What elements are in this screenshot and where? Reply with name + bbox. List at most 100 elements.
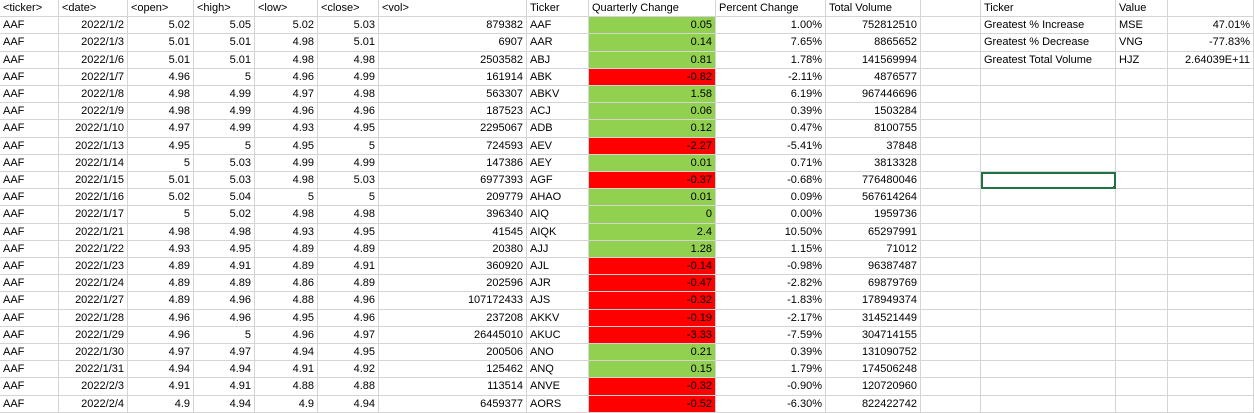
- empty-cell[interactable]: [981, 223, 1116, 241]
- data-cell[interactable]: 2022/1/7: [59, 68, 128, 86]
- data-cell[interactable]: 5.03: [194, 172, 255, 190]
- data-cell[interactable]: 2022/1/3: [59, 34, 128, 52]
- ticker-cell[interactable]: AAF: [0, 378, 59, 396]
- empty-cell[interactable]: [1168, 137, 1254, 155]
- empty-cell[interactable]: [921, 309, 981, 327]
- ticker-cell[interactable]: AAF: [0, 120, 59, 138]
- data-cell[interactable]: 4.97: [128, 344, 194, 362]
- data-cell[interactable]: 360920: [379, 258, 527, 276]
- quarterly-change-cell[interactable]: -0.14: [589, 258, 716, 276]
- percent-change-cell[interactable]: -0.98%: [716, 258, 826, 276]
- data-cell[interactable]: 2022/1/23: [59, 258, 128, 276]
- ticker-cell[interactable]: AAF: [0, 206, 59, 224]
- ticker-cell[interactable]: AAF: [0, 395, 59, 413]
- header-cell[interactable]: Total Volume: [826, 0, 921, 18]
- empty-cell[interactable]: [1116, 154, 1168, 172]
- summary-ticker-cell[interactable]: AJR: [527, 275, 589, 293]
- quarterly-change-cell[interactable]: -0.32: [589, 292, 716, 310]
- ticker-cell[interactable]: AAF: [0, 326, 59, 344]
- data-cell[interactable]: 4.98: [194, 223, 255, 241]
- empty-cell[interactable]: [921, 292, 981, 310]
- data-cell[interactable]: 4.89: [128, 258, 194, 276]
- data-cell[interactable]: 4.98: [128, 223, 194, 241]
- data-cell[interactable]: 4.89: [128, 275, 194, 293]
- empty-cell[interactable]: [921, 137, 981, 155]
- empty-cell[interactable]: [921, 120, 981, 138]
- data-cell[interactable]: 2022/1/30: [59, 344, 128, 362]
- data-cell[interactable]: 4.91: [318, 258, 379, 276]
- total-volume-cell[interactable]: 776480046: [826, 172, 921, 190]
- data-cell[interactable]: 4.96: [128, 309, 194, 327]
- data-cell[interactable]: 5.01: [318, 34, 379, 52]
- quarterly-change-cell[interactable]: 1.28: [589, 240, 716, 258]
- data-cell[interactable]: 2022/1/27: [59, 292, 128, 310]
- percent-change-cell[interactable]: -0.68%: [716, 172, 826, 190]
- percent-change-cell[interactable]: 1.15%: [716, 240, 826, 258]
- ticker-cell[interactable]: AAF: [0, 258, 59, 276]
- data-cell[interactable]: 2022/1/16: [59, 189, 128, 207]
- total-volume-cell[interactable]: 314521449: [826, 309, 921, 327]
- empty-cell[interactable]: [981, 395, 1116, 413]
- percent-change-cell[interactable]: -0.90%: [716, 378, 826, 396]
- empty-cell[interactable]: [1168, 395, 1254, 413]
- empty-cell[interactable]: [921, 275, 981, 293]
- empty-cell[interactable]: [1168, 240, 1254, 258]
- data-cell[interactable]: 4.94: [194, 361, 255, 379]
- ticker-cell[interactable]: AAF: [0, 309, 59, 327]
- data-cell[interactable]: 147386: [379, 154, 527, 172]
- percent-change-cell[interactable]: -7.59%: [716, 326, 826, 344]
- quarterly-change-cell[interactable]: -3.33: [589, 326, 716, 344]
- data-cell[interactable]: 2022/1/6: [59, 51, 128, 69]
- data-cell[interactable]: 4.89: [194, 275, 255, 293]
- empty-cell[interactable]: [981, 378, 1116, 396]
- data-cell[interactable]: 4.97: [194, 344, 255, 362]
- data-cell[interactable]: 4.91: [255, 361, 318, 379]
- summary-ticker-cell[interactable]: AJL: [527, 258, 589, 276]
- greatest-ticker-cell[interactable]: VNG: [1116, 34, 1168, 52]
- summary-ticker-cell[interactable]: AORS: [527, 395, 589, 413]
- data-cell[interactable]: 4.94: [128, 361, 194, 379]
- data-cell[interactable]: 4.99: [318, 68, 379, 86]
- empty-cell[interactable]: [1116, 103, 1168, 121]
- quarterly-change-cell[interactable]: -0.47: [589, 275, 716, 293]
- data-cell[interactable]: 4.96: [128, 68, 194, 86]
- data-cell[interactable]: 4.86: [255, 275, 318, 293]
- data-cell[interactable]: 2022/1/13: [59, 137, 128, 155]
- greatest-label-cell[interactable]: Greatest % Decrease: [981, 34, 1116, 52]
- empty-cell[interactable]: [981, 103, 1116, 121]
- data-cell[interactable]: 5.01: [194, 51, 255, 69]
- greatest-label-cell[interactable]: Greatest % Increase: [981, 17, 1116, 35]
- ticker-cell[interactable]: AAF: [0, 154, 59, 172]
- data-cell[interactable]: 5: [318, 137, 379, 155]
- empty-cell[interactable]: [1168, 103, 1254, 121]
- data-cell[interactable]: 4.96: [255, 68, 318, 86]
- empty-cell[interactable]: [1116, 361, 1168, 379]
- data-cell[interactable]: 5.01: [128, 51, 194, 69]
- total-volume-cell[interactable]: 8100755: [826, 120, 921, 138]
- data-cell[interactable]: 4.96: [318, 292, 379, 310]
- empty-cell[interactable]: [1116, 223, 1168, 241]
- total-volume-cell[interactable]: 567614264: [826, 189, 921, 207]
- data-cell[interactable]: 4.91: [128, 378, 194, 396]
- data-cell[interactable]: 4.98: [255, 51, 318, 69]
- data-cell[interactable]: 4.95: [318, 344, 379, 362]
- total-volume-cell[interactable]: 822422742: [826, 395, 921, 413]
- summary-ticker-cell[interactable]: ABK: [527, 68, 589, 86]
- empty-cell[interactable]: [1116, 326, 1168, 344]
- data-cell[interactable]: 5.02: [128, 189, 194, 207]
- percent-change-cell[interactable]: 0.47%: [716, 120, 826, 138]
- data-cell[interactable]: 4.92: [318, 361, 379, 379]
- data-cell[interactable]: 4.99: [318, 154, 379, 172]
- empty-cell[interactable]: [981, 258, 1116, 276]
- empty-cell[interactable]: [921, 51, 981, 69]
- total-volume-cell[interactable]: 69879769: [826, 275, 921, 293]
- data-cell[interactable]: 4.94: [318, 395, 379, 413]
- empty-cell[interactable]: [1116, 120, 1168, 138]
- data-cell[interactable]: 2022/1/15: [59, 172, 128, 190]
- data-cell[interactable]: 4.95: [318, 120, 379, 138]
- percent-change-cell[interactable]: 6.19%: [716, 86, 826, 104]
- data-cell[interactable]: 187523: [379, 103, 527, 121]
- data-cell[interactable]: 4.96: [255, 103, 318, 121]
- greatest-label-cell[interactable]: Greatest Total Volume: [981, 51, 1116, 69]
- header-cell[interactable]: <open>: [128, 0, 194, 18]
